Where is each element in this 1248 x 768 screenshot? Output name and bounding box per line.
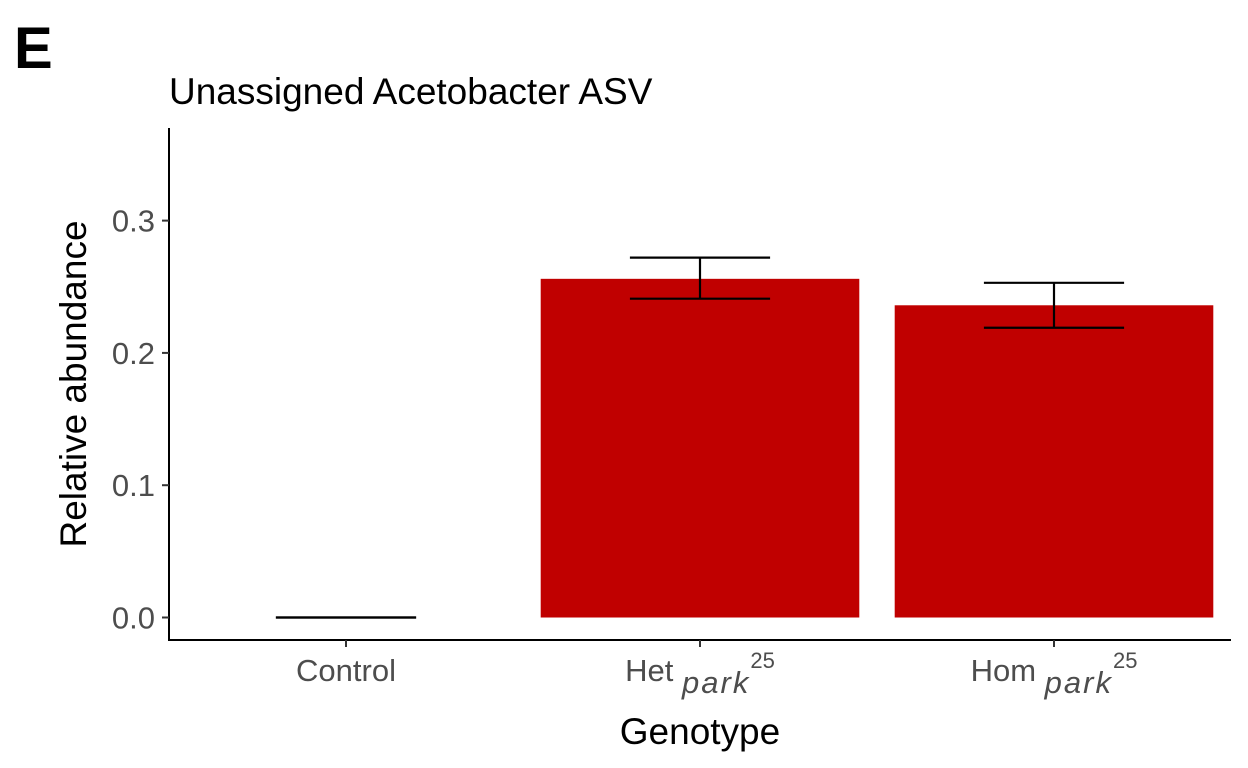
x-tick-label-1: Het park25 (625, 648, 775, 700)
y-tick-label-2: 0.2 (112, 336, 155, 371)
chart-title: Unassigned Acetobacter ASV (169, 71, 653, 112)
bar-1 (540, 278, 860, 618)
y-tick-label-1: 0.1 (112, 468, 155, 503)
y-tick-label-0: 0.0 (112, 601, 155, 636)
y-axis-title: Relative abundance (53, 220, 94, 547)
error-bars-group (275, 256, 1125, 619)
y-tick-label-3: 0.3 (112, 204, 155, 239)
bars-group (540, 278, 1214, 618)
y-ticks-group: 0.0 0.1 0.2 0.3 (112, 204, 169, 636)
panel-letter: E (14, 16, 53, 81)
x-tick-label-2: Hom park25 (971, 648, 1138, 700)
x-axis-title: Genotype (620, 711, 780, 752)
x-ticks-group: Control Het park25 Hom park25 (296, 640, 1137, 700)
bar-2 (894, 305, 1214, 618)
x-tick-label-0: Control (296, 653, 396, 688)
